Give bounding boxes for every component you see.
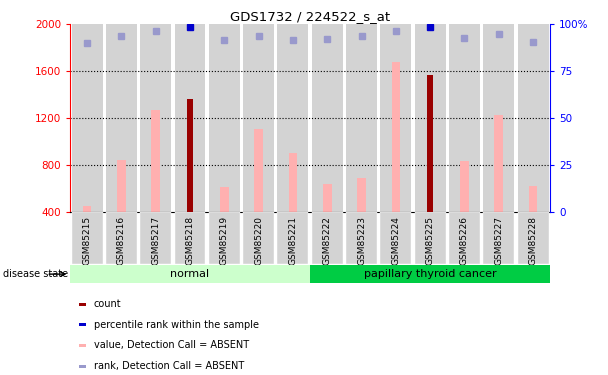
Text: GSM85219: GSM85219 [220, 216, 229, 265]
Text: GSM85227: GSM85227 [494, 216, 503, 265]
Text: value, Detection Call = ABSENT: value, Detection Call = ABSENT [94, 340, 249, 351]
Text: GSM85222: GSM85222 [323, 216, 332, 265]
Bar [358, 178, 366, 212]
Bar [494, 115, 503, 212]
Bar [106, 24, 137, 212]
Bar [460, 162, 469, 212]
Bar [312, 24, 343, 212]
Text: GSM85221: GSM85221 [288, 216, 297, 265]
Bar [310, 265, 550, 283]
Bar [209, 212, 240, 264]
Bar [72, 212, 103, 264]
Bar [277, 24, 308, 212]
Text: disease state: disease state [3, 269, 68, 279]
Text: GSM85225: GSM85225 [426, 216, 435, 265]
Text: GSM85223: GSM85223 [357, 216, 366, 265]
Bar [483, 212, 514, 264]
Bar [187, 99, 193, 212]
Bar [174, 24, 206, 212]
Bar [277, 212, 308, 264]
Bar [392, 62, 400, 212]
Bar [243, 212, 274, 264]
Text: GSM85220: GSM85220 [254, 216, 263, 265]
Text: GSM85224: GSM85224 [392, 216, 400, 265]
Bar [323, 184, 331, 212]
Text: GSM85216: GSM85216 [117, 216, 126, 265]
Bar [517, 212, 548, 264]
Bar [174, 212, 206, 264]
Text: GSM85215: GSM85215 [83, 216, 92, 265]
Text: percentile rank within the sample: percentile rank within the sample [94, 320, 258, 330]
Bar [151, 110, 160, 212]
Bar [106, 212, 137, 264]
Text: count: count [94, 299, 121, 309]
Bar [517, 24, 548, 212]
Bar [72, 24, 103, 212]
Bar [140, 24, 171, 212]
Bar [209, 24, 240, 212]
Bar [289, 153, 297, 212]
Bar [529, 186, 537, 212]
Bar [254, 129, 263, 212]
Bar [449, 24, 480, 212]
Bar [220, 187, 229, 212]
Bar [449, 212, 480, 264]
Bar [83, 206, 91, 212]
Bar [346, 212, 377, 264]
Bar [312, 212, 343, 264]
Text: GSM85228: GSM85228 [528, 216, 537, 265]
Bar [346, 24, 377, 212]
Bar [427, 75, 434, 212]
Text: rank, Detection Call = ABSENT: rank, Detection Call = ABSENT [94, 361, 244, 371]
Bar [381, 24, 411, 212]
Bar [70, 265, 310, 283]
Bar [381, 212, 411, 264]
Text: GSM85218: GSM85218 [185, 216, 195, 265]
Text: GSM85217: GSM85217 [151, 216, 160, 265]
Text: papillary thyroid cancer: papillary thyroid cancer [364, 269, 497, 279]
Bar [483, 24, 514, 212]
Bar [140, 212, 171, 264]
Text: GSM85226: GSM85226 [460, 216, 469, 265]
Bar [243, 24, 274, 212]
Text: normal: normal [170, 269, 210, 279]
Title: GDS1732 / 224522_s_at: GDS1732 / 224522_s_at [230, 10, 390, 23]
Bar [117, 160, 126, 212]
Bar [415, 212, 446, 264]
Bar [415, 24, 446, 212]
